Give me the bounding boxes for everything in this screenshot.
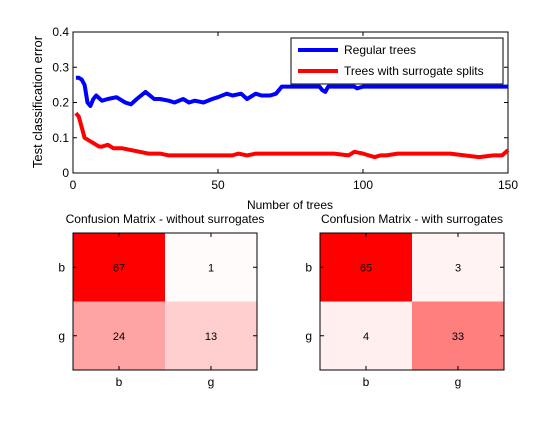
matrix-x-tick-label: b <box>363 375 370 389</box>
matrix-x-tick-label: g <box>455 375 462 389</box>
error-line-chart: 0 50 100 150 0 0.1 0.2 0.3 0.4 Regular trees Tre… <box>30 25 518 212</box>
matrix-cell-value: 3 <box>455 262 461 274</box>
matrix-y-tick-label: b <box>58 260 65 274</box>
matrix-cell-value: 33 <box>452 331 464 343</box>
matrix-cell <box>320 233 412 302</box>
line-chart-series <box>74 75 510 160</box>
matrix-cell-value: 65 <box>360 262 372 274</box>
matrix-cells: 67 1 24 13 <box>73 233 257 370</box>
matrix-cell-value: 24 <box>113 331 125 343</box>
matrix-y-tick-label: g <box>305 329 312 343</box>
matrix-x-tick-label: b <box>116 375 123 389</box>
y-tick-label: 0.4 <box>52 25 69 39</box>
matrix-cell-value: 13 <box>205 331 217 343</box>
matrix-y-tick-label: b <box>305 260 312 274</box>
matrix-cell <box>320 301 412 370</box>
matrix-y-tick-label: g <box>58 329 65 343</box>
series-line-regular-trees <box>75 75 508 108</box>
y-tick-label: 0 <box>62 166 69 180</box>
matrix-ticks: b g b g <box>305 233 504 389</box>
matrix-cell <box>165 301 257 370</box>
matrix-cell <box>412 301 504 370</box>
series-line-surrogate-trees <box>74 111 510 160</box>
matrix-border <box>319 232 505 371</box>
matrix-cell <box>73 233 165 302</box>
legend: Regular trees Trees with surrogate split… <box>290 37 504 85</box>
matrix-x-tick-label: g <box>208 375 215 389</box>
y-tick-label: 0.1 <box>52 131 69 145</box>
matrix-cell-value: 67 <box>113 262 125 274</box>
x-tick-label: 100 <box>353 178 373 192</box>
matrix-cell-value: 4 <box>363 331 369 343</box>
legend-box <box>290 37 504 85</box>
matrix-cell <box>412 233 504 302</box>
confusion-matrix-title: Confusion Matrix - without surrogates <box>66 212 265 226</box>
y-tick-label: 0.3 <box>52 60 69 74</box>
legend-label-surrogate-trees: Trees with surrogate splits <box>344 64 484 78</box>
matrix-ticks: b g b g <box>58 233 257 389</box>
line-chart-ticks: 0 50 100 150 0 0.1 0.2 0.3 0.4 <box>52 25 518 192</box>
matrix-cell <box>73 301 165 370</box>
x-tick-label: 150 <box>498 178 518 192</box>
matrix-cell-value: 1 <box>208 262 214 274</box>
confusion-matrix-without-surrogates: Confusion Matrix - without surrogates 67… <box>58 212 264 389</box>
x-tick-label: 0 <box>70 178 77 192</box>
x-axis-label: Number of trees <box>247 198 333 212</box>
x-tick-label: 50 <box>211 178 225 192</box>
matrix-cell <box>165 233 257 302</box>
y-tick-label: 0.2 <box>52 96 69 110</box>
y-axis-label: Test classification error <box>30 35 45 168</box>
confusion-matrix-with-surrogates: Confusion Matrix - with surrogates 65 34 3… <box>305 212 505 389</box>
legend-label-regular-trees: Regular trees <box>344 43 416 57</box>
matrix-border <box>72 232 258 371</box>
confusion-matrix-title: Confusion Matrix - with surrogates <box>321 212 503 226</box>
matrix-cells: 65 3 4 33 <box>320 233 504 370</box>
